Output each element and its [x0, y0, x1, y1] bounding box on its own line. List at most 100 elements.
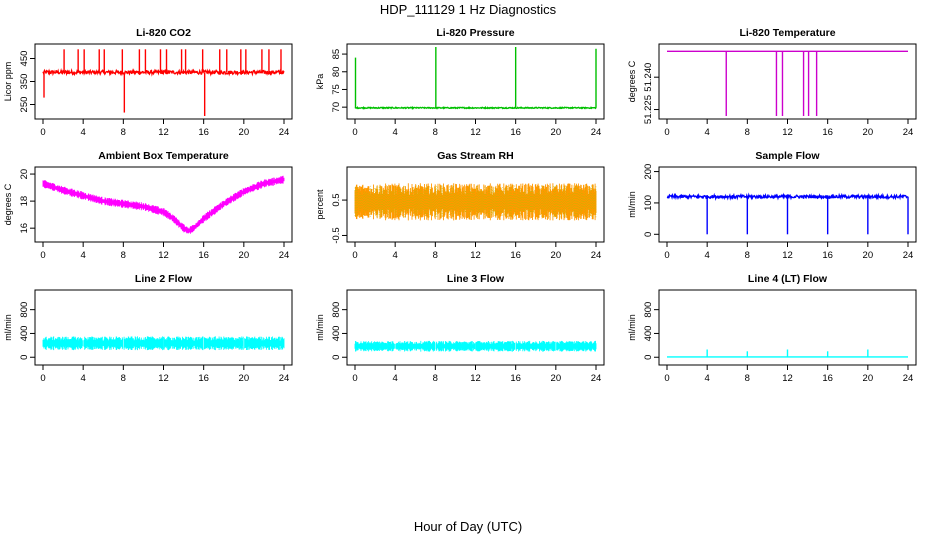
x-tick-label: 12 — [470, 373, 481, 384]
series-band — [42, 336, 285, 351]
panel-3: Li-820 Temperature 0 4 8 12 16 20 24 51.225 51.24… — [627, 27, 917, 138]
x-tick-label: 24 — [591, 373, 602, 384]
plot-frame — [34, 289, 293, 366]
y-tick-label: 0 — [643, 232, 654, 237]
panel-4: Ambient Box Temperature 0 4 8 12 16 20 24 16 18 20… — [3, 150, 293, 261]
plot-frame — [346, 289, 605, 366]
panel-7: Line 2 Flow 0 4 8 12 16 20 24 0 400 800 ml/min — [3, 273, 293, 384]
x-tick-label: 4 — [705, 127, 710, 138]
x-tick-label: 8 — [433, 250, 438, 261]
data-series — [667, 50, 908, 116]
data-series — [42, 175, 285, 234]
y-axis-label: kPa — [315, 74, 325, 90]
y-axis-label: percent — [315, 189, 325, 220]
series-band — [42, 175, 285, 234]
x-tick-label: 0 — [40, 127, 45, 138]
x-tick-label: 0 — [40, 250, 45, 261]
y-tick-label: 350 — [19, 74, 30, 90]
x-tick-label: 16 — [822, 127, 833, 138]
panel-title: Line 2 Flow — [135, 273, 193, 285]
plot-frame — [34, 43, 293, 120]
x-tick-label: 20 — [551, 373, 562, 384]
x-tick-label: 8 — [745, 127, 750, 138]
x-tick-label: 12 — [782, 250, 793, 261]
series-band — [354, 340, 597, 352]
y-tick-label: 85 — [331, 49, 342, 60]
x-tick-label: 8 — [121, 373, 126, 384]
data-series — [666, 192, 909, 235]
y-tick-label: 80 — [331, 66, 342, 77]
x-tick-label: 20 — [863, 127, 874, 138]
y-axis-label: ml/min — [627, 191, 637, 218]
x-tick-label: 0 — [352, 250, 357, 261]
series-line — [354, 105, 597, 110]
x-tick-label: 16 — [822, 373, 833, 384]
x-tick-label: 0 — [40, 373, 45, 384]
x-tick-label: 20 — [239, 250, 250, 261]
x-tick-label: 12 — [782, 127, 793, 138]
panel-title: Line 3 Flow — [447, 273, 505, 285]
panel-5: Gas Stream RH 0 4 8 12 16 20 24 -0.5 0.5 percent — [315, 150, 605, 261]
x-tick-label: 16 — [198, 373, 209, 384]
y-tick-label: 250 — [19, 97, 30, 113]
series-band — [354, 183, 597, 221]
x-tick-label: 16 — [198, 250, 209, 261]
x-tick-label: 0 — [352, 373, 357, 384]
x-tick-label: 4 — [81, 373, 86, 384]
plot-frame — [658, 43, 917, 120]
panel-title: Li-820 CO2 — [136, 27, 191, 39]
x-tick-label: 4 — [705, 250, 710, 261]
y-tick-label: 75 — [331, 84, 342, 95]
x-tick-label: 0 — [664, 373, 669, 384]
y-tick-label: 400 — [331, 326, 342, 342]
series-line — [42, 67, 285, 77]
x-tick-label: 8 — [433, 127, 438, 138]
x-tick-label: 16 — [510, 373, 521, 384]
x-tick-label: 24 — [279, 373, 290, 384]
x-tick-label: 24 — [279, 250, 290, 261]
x-tick-label: 20 — [551, 250, 562, 261]
panel-title: Gas Stream RH — [437, 150, 513, 162]
y-tick-label: 51.225 — [643, 95, 654, 124]
x-tick-label: 8 — [121, 127, 126, 138]
x-tick-label: 4 — [705, 373, 710, 384]
y-tick-label: 0 — [19, 355, 30, 360]
data-series — [42, 336, 285, 351]
x-tick-label: 12 — [158, 127, 169, 138]
figure-xlabel: Hour of Day (UTC) — [414, 519, 522, 534]
figure-title: HDP_111129 1 Hz Diagnostics — [380, 2, 557, 17]
y-tick-label: 450 — [19, 51, 30, 67]
x-tick-label: 12 — [470, 250, 481, 261]
x-tick-label: 20 — [863, 250, 874, 261]
y-tick-label: 800 — [19, 302, 30, 318]
panel-title: Sample Flow — [755, 150, 820, 162]
y-tick-label: 16 — [19, 223, 30, 234]
x-tick-label: 24 — [903, 373, 914, 384]
y-axis-label: ml/min — [627, 314, 637, 341]
x-tick-label: 20 — [239, 127, 250, 138]
x-tick-label: 4 — [81, 250, 86, 261]
y-tick-label: 0 — [643, 355, 654, 360]
y-tick-label: 20 — [19, 169, 30, 180]
x-tick-label: 4 — [81, 127, 86, 138]
y-axis-label: ml/min — [3, 314, 13, 341]
y-tick-label: 51.240 — [643, 63, 654, 92]
y-axis-label: degrees C — [627, 60, 637, 102]
x-tick-label: 12 — [158, 373, 169, 384]
y-tick-label: 100 — [643, 195, 654, 211]
y-tick-label: 0.5 — [331, 193, 342, 206]
y-axis-label: ml/min — [315, 314, 325, 341]
x-tick-label: 12 — [470, 127, 481, 138]
x-tick-label: 4 — [393, 127, 398, 138]
y-tick-label: -0.5 — [331, 227, 342, 243]
x-tick-label: 24 — [903, 250, 914, 261]
data-series — [42, 49, 285, 116]
x-tick-label: 8 — [121, 250, 126, 261]
x-tick-label: 20 — [551, 127, 562, 138]
panel-title: Line 4 (LT) Flow — [748, 273, 828, 285]
data-series — [354, 183, 597, 221]
x-tick-label: 16 — [198, 127, 209, 138]
plot-frame — [34, 166, 293, 243]
y-tick-label: 400 — [643, 326, 654, 342]
